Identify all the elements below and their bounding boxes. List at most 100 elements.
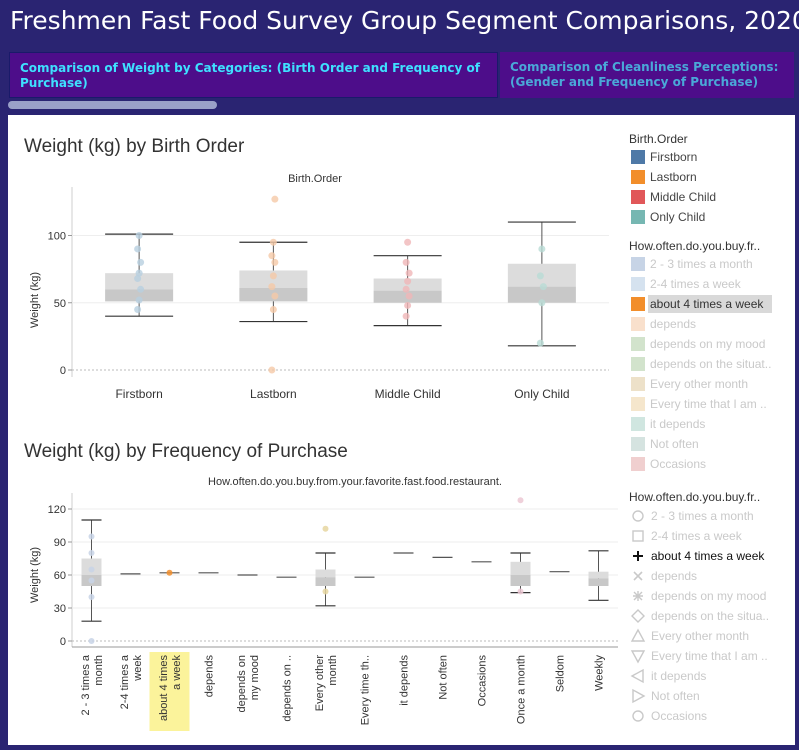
legend-swatch	[631, 170, 645, 184]
chart1-data-point	[404, 277, 412, 285]
chart2-category-label: my mood	[249, 655, 261, 700]
plus-icon	[633, 551, 643, 561]
chart1-data-point	[405, 269, 413, 277]
chart2-category-label: Weekly	[594, 655, 606, 691]
asterisk-icon	[633, 591, 643, 601]
cross-icon	[633, 571, 643, 581]
chart1-data-point	[271, 258, 279, 266]
legend-swatch	[631, 417, 645, 431]
legend-item-label: it depends	[651, 669, 706, 683]
chart2-box-lower	[315, 577, 336, 586]
triangle-up-icon	[630, 628, 646, 642]
legend-item-label: 2 - 3 times a month	[650, 257, 753, 271]
chart1-data-point	[268, 366, 276, 374]
chart2-category-highlight	[149, 652, 190, 731]
legend-item-label: 2-4 times a week	[650, 277, 742, 291]
chart2-category-label: week	[132, 655, 144, 682]
chart1-data-point	[538, 299, 546, 307]
dashboard-panel: Weight (kg) by Birth Order Birth.Order W…	[8, 115, 795, 745]
square-icon	[632, 530, 644, 542]
legend-item-label: depends on the situa..	[651, 609, 769, 623]
legend-item-label: depends on my mood	[651, 589, 766, 603]
legend-item-label: Every time that I am ..	[651, 649, 768, 663]
chart2-data-point	[88, 566, 95, 573]
chart2-box-lower	[588, 578, 609, 586]
chart2-ytick-label: 30	[54, 603, 66, 615]
chart2-data-point	[517, 588, 524, 595]
chart1-data-point	[404, 301, 412, 309]
chart2-data-point	[88, 533, 95, 540]
legend-item-label: Occasions	[651, 709, 707, 723]
legend-item-label: Every other month	[651, 629, 749, 643]
chart1-category-label: Lastborn	[250, 387, 297, 401]
legend-swatch	[631, 277, 645, 291]
chart1-data-point	[268, 283, 276, 291]
chart1-data-point	[134, 245, 142, 253]
legend-swatch	[631, 337, 645, 351]
chart1-category-label: Only Child	[514, 387, 569, 401]
chart1-data-point	[536, 272, 544, 280]
legend-item-label: depends	[651, 569, 697, 583]
diamond-icon	[631, 609, 645, 623]
chart2-category-label: Every other	[314, 655, 326, 712]
circle-icon	[632, 710, 644, 722]
chart1-data-point	[539, 283, 547, 291]
legend-swatch	[631, 257, 645, 271]
chart2-category-label: Seldom	[555, 655, 567, 692]
chart2-ylabel: Weight (kg)	[29, 547, 41, 603]
chart2-data-point	[166, 569, 173, 576]
legend-item-label: Every other month	[650, 377, 748, 391]
chart2-header: How.often.do.you.buy.from.your.favorite.…	[208, 476, 502, 488]
chart2-data-point	[88, 550, 95, 556]
legend-swatch	[631, 457, 645, 471]
chart2-ytick-label: 0	[60, 636, 66, 648]
tab-weight-comparison[interactable]: Comparison of Weight by Categories: (Bir…	[9, 52, 498, 98]
legend-swatch	[631, 210, 645, 224]
legend-item-label: Every time that I am ..	[650, 397, 767, 411]
chart1-data-point	[402, 285, 410, 293]
chart2-category-label: depends on	[236, 655, 248, 713]
legend-item-label: Occasions	[650, 457, 706, 471]
legend-item-label: about 4 times a week	[650, 297, 764, 311]
chart1-header: Birth.Order	[288, 173, 342, 185]
chart1-data-point	[405, 292, 413, 300]
chart1-data-point	[269, 272, 277, 280]
chart1-ylabel: Weight (kg)	[29, 272, 41, 328]
chart1-data-point	[137, 258, 145, 266]
chart2-category-label: month	[93, 655, 105, 686]
chart1-data-point	[536, 339, 544, 347]
chart1-ytick-label: 0	[60, 365, 66, 377]
tab-scrollbar[interactable]	[8, 101, 217, 109]
legend-item-label: depends	[650, 317, 696, 331]
page-title: Freshmen Fast Food Survey Group Segment …	[10, 6, 799, 35]
legend-item-label: Not often	[651, 689, 700, 703]
chart2-data-point	[88, 594, 95, 600]
chart2-category-label: depends on ..	[282, 655, 294, 722]
chart1-data-point	[271, 195, 279, 203]
chart1-data-point	[402, 312, 410, 320]
chart1-title: Weight (kg) by Birth Order	[24, 136, 245, 157]
legend-swatch	[631, 150, 645, 164]
triangle-left-icon	[630, 668, 644, 684]
chart1-data-point	[271, 292, 279, 300]
chart2-ytick-label: 120	[48, 504, 66, 516]
chart2-category-label: depends	[204, 655, 216, 698]
chart1-data-point	[135, 269, 143, 277]
legend-swatch	[631, 357, 645, 371]
chart2-category-label: 2 - 3 times a	[80, 654, 92, 715]
legend-swatch	[631, 317, 645, 331]
chart1-data-point	[269, 238, 277, 246]
legend-item-label: it depends	[650, 417, 705, 431]
chart1-category-label: Firstborn	[115, 387, 162, 401]
tab-cleanliness-comparison[interactable]: Comparison of Cleanliness Perceptions: (…	[500, 52, 794, 98]
chart1-data-point	[134, 305, 142, 313]
legend-item-label: depends on the situat..	[650, 357, 771, 371]
triangle-right-icon	[632, 688, 646, 704]
legend-selected-bg	[648, 295, 772, 313]
legend-item-label: 2-4 times a week	[651, 529, 743, 543]
chart1-ytick-label: 100	[48, 231, 66, 243]
legend2-header: How.often.do.you.buy.fr..	[629, 239, 760, 253]
chart2-ytick-label: 90	[54, 537, 66, 549]
chart1-data-point	[538, 245, 546, 253]
triangle-down-icon	[630, 650, 646, 664]
